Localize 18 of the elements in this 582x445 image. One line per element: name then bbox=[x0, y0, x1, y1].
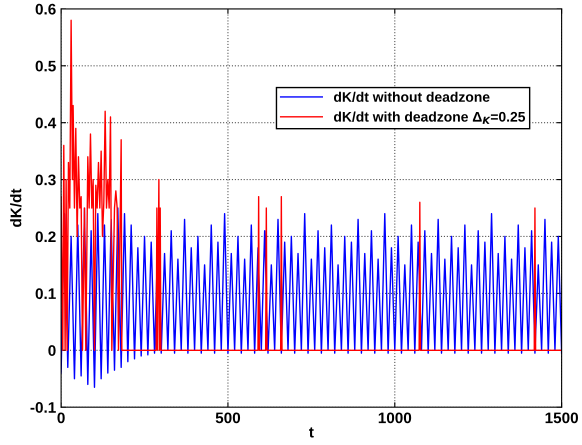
y-tick-label: 0 bbox=[48, 345, 56, 356]
x-axis-title: t bbox=[309, 427, 314, 438]
x-tick-label: 500 bbox=[216, 412, 240, 424]
y-axis-title: dK/dt bbox=[10, 188, 22, 227]
y-tick-label: 0.3 bbox=[36, 174, 56, 186]
y-tick-label: 0.1 bbox=[36, 288, 56, 300]
x-tick-label: 1000 bbox=[378, 412, 412, 424]
x-tick-label: 0 bbox=[57, 412, 65, 424]
x-tick-label: 1500 bbox=[546, 412, 578, 424]
y-tick-label: -0.1 bbox=[30, 402, 56, 413]
legend-label: dK/dt without deadzone bbox=[334, 92, 490, 102]
y-tick-label: 0.2 bbox=[36, 231, 56, 242]
line-series bbox=[61, 207, 562, 388]
y-tick-label: 0.4 bbox=[36, 118, 56, 128]
y-tick-label: 0.6 bbox=[36, 4, 56, 15]
legend-label: dK/dt with deadzone Δ$_{K}$=0.25 bbox=[334, 112, 526, 124]
y-tick-label: 0.5 bbox=[36, 60, 56, 72]
line-series bbox=[61, 20, 562, 351]
